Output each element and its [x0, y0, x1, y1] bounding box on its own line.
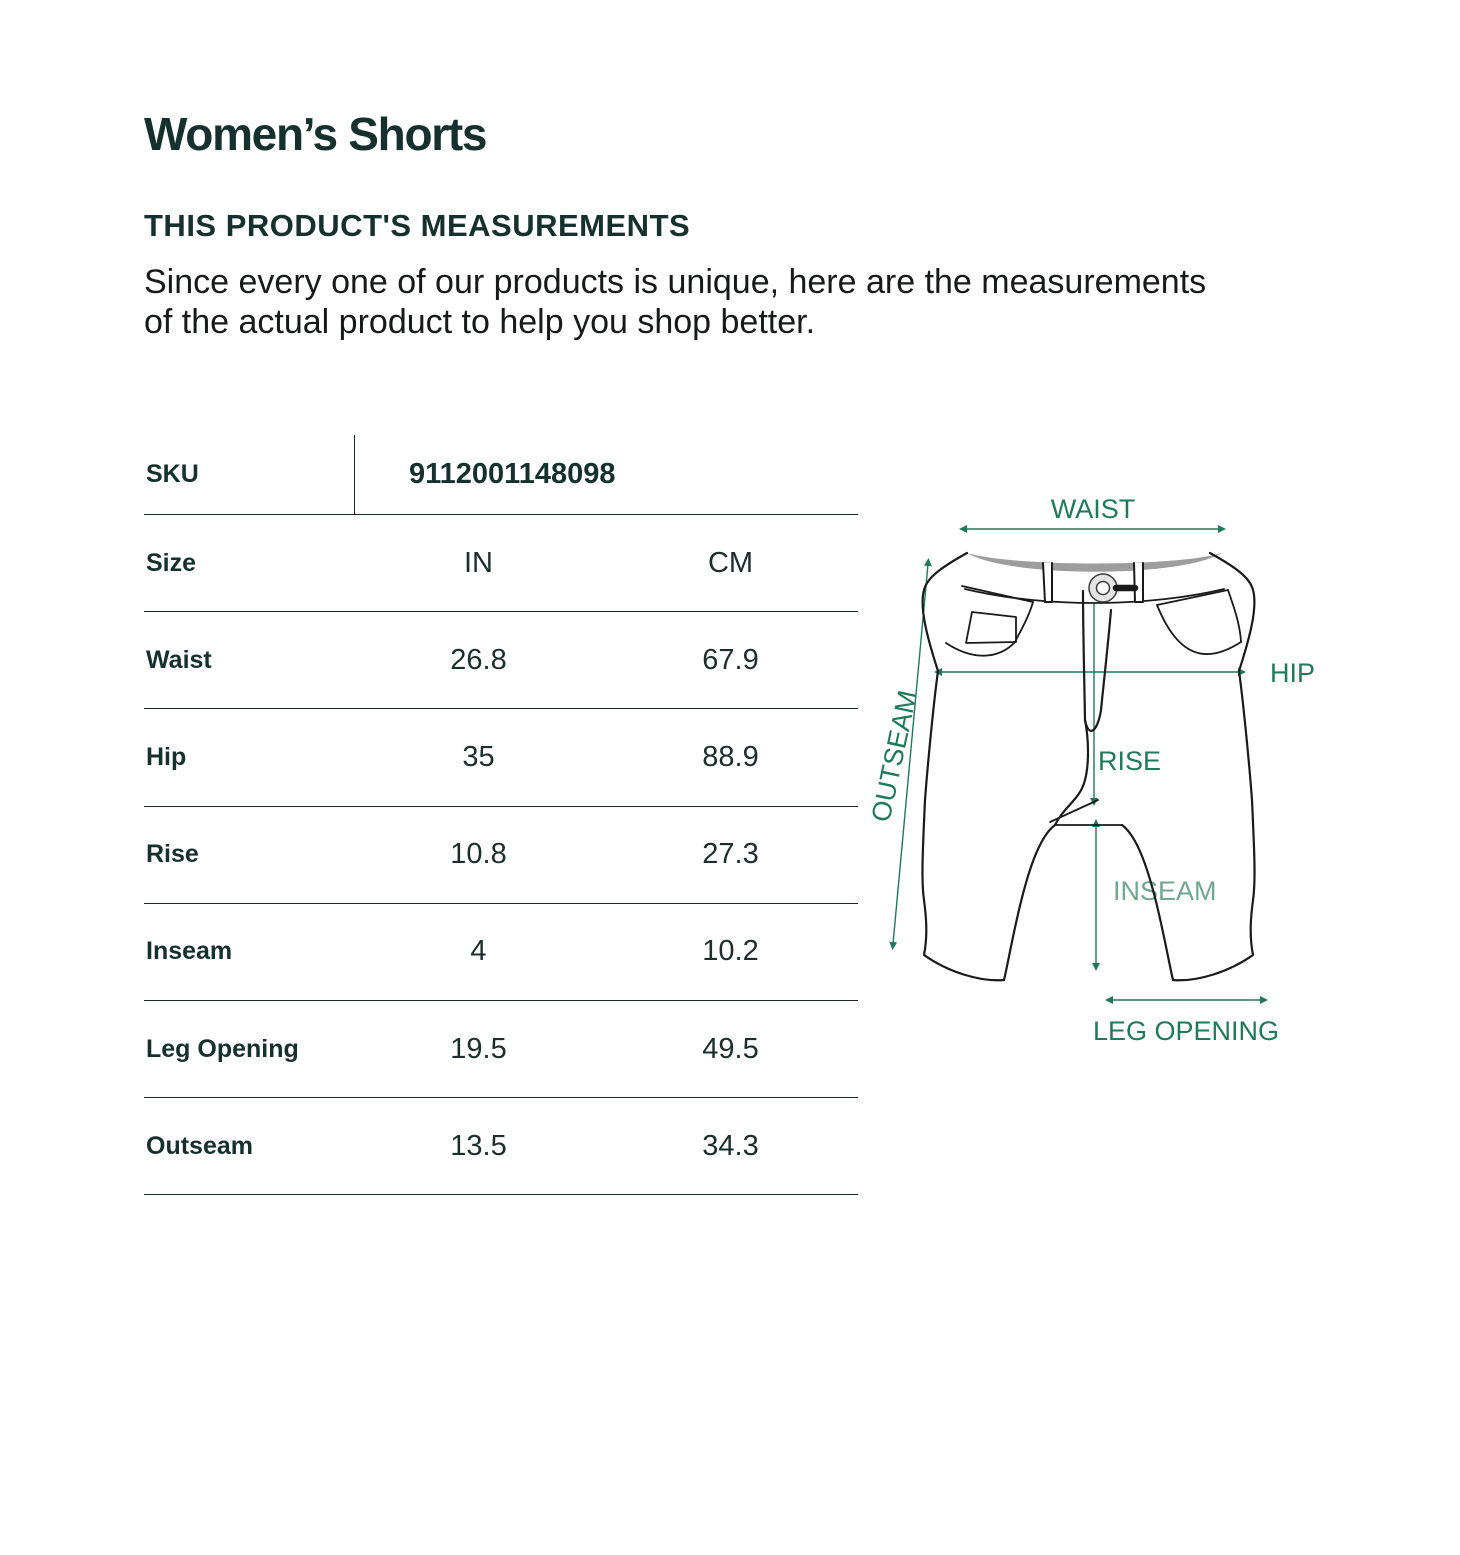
svg-text:RISE: RISE [1098, 746, 1161, 776]
svg-text:HIP: HIP [1270, 658, 1315, 688]
svg-text:OUTSEAM: OUTSEAM [866, 688, 923, 825]
svg-text:INSEAM: INSEAM [1113, 876, 1217, 906]
svg-text:WAIST: WAIST [1051, 494, 1136, 524]
svg-text:LEG OPENING: LEG OPENING [1093, 1016, 1279, 1046]
